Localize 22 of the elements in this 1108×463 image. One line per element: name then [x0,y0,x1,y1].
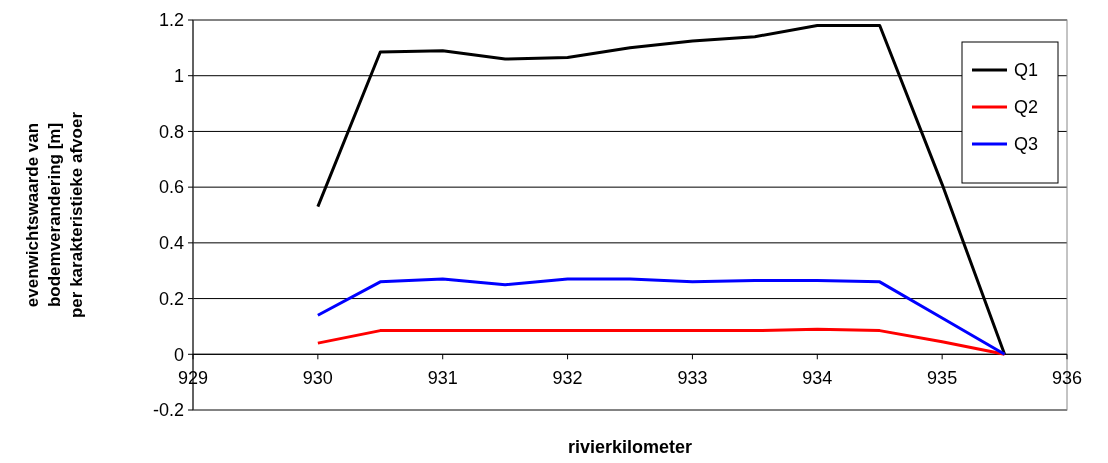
y-tick-label: 0.6 [158,177,184,198]
x-tick-label: 930 [302,368,333,389]
x-tick-label: 934 [802,368,833,389]
line-series [316,277,1007,356]
x-axis-title: rivierkilometer [567,437,693,457]
y-tick-label: 0.2 [158,288,184,309]
x-tick-label: 936 [1051,368,1083,389]
y-tick-label: 1.2 [158,10,184,31]
legend-label: Q3 [1014,134,1039,155]
legend-label: Q1 [1014,60,1039,81]
y-tick-label: 0.4 [158,233,184,254]
x-tick-label: 933 [677,368,708,389]
x-tick-label: 931 [427,368,458,389]
y-tick-label: -0.2 [152,400,184,421]
legend-label: Q2 [1014,97,1039,118]
y-tick-label: 0 [173,344,184,365]
y-tick-label: 1 [173,66,184,87]
x-tick-label: 932 [552,368,583,389]
y-tick-label: 0.8 [158,121,184,142]
y-axis-title: evenwichtswaarde van bodemverandering [m] per karakteristieke afvoer [23,111,86,319]
x-tick-label: 935 [927,368,958,389]
line-series [316,327,1007,356]
